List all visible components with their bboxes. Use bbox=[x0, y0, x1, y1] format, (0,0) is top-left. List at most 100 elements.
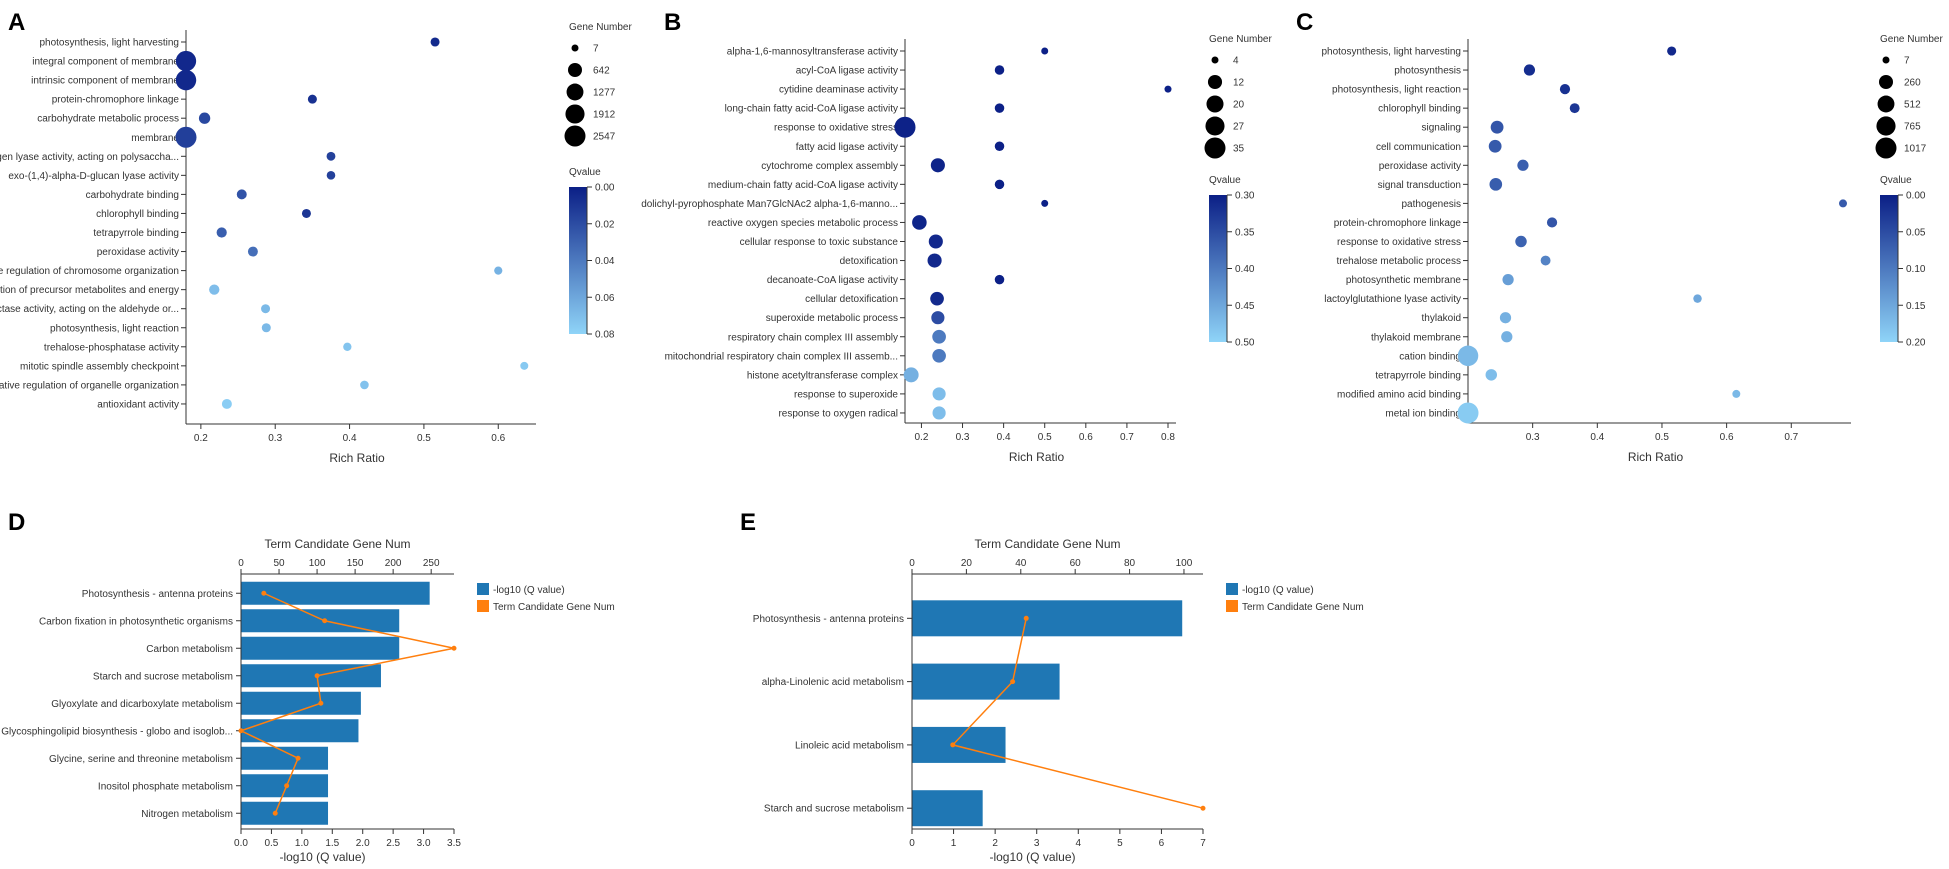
panel-a-color-tick-label: 0.08 bbox=[595, 330, 615, 341]
panel-b-x-title: Rich Ratio bbox=[1009, 450, 1065, 464]
panel-a-bubble bbox=[221, 398, 232, 409]
panel-d-bottom-tick-label: 0.0 bbox=[234, 838, 248, 849]
panel-b-label: B bbox=[664, 9, 681, 36]
panel-b-term-label: long-chain fatty acid-CoA ligase activit… bbox=[725, 104, 898, 115]
panel-d-gene-num-point bbox=[314, 673, 320, 679]
panel-d-bar bbox=[241, 581, 430, 605]
panel-d-bottom-tick-label: 3.0 bbox=[417, 838, 431, 849]
panel-a-bubble bbox=[326, 151, 336, 161]
panel-c-size-legend-label: 7 bbox=[1904, 56, 1910, 67]
panel-d-top-tick-label: 100 bbox=[309, 558, 326, 569]
panel-b-term-label: dolichyl-pyrophosphate Man7GlcNAc2 alpha… bbox=[641, 199, 898, 210]
panel-c-term-label: cell communication bbox=[1376, 142, 1461, 153]
panel-e-top-tick-label: 20 bbox=[961, 558, 973, 569]
panel-a-term-label: oxidoreductase activity, acting on the a… bbox=[0, 304, 179, 315]
panel-c-x-tick-label: 0.4 bbox=[1590, 432, 1604, 443]
panel-c-term-label: signaling bbox=[1422, 123, 1461, 134]
panel-d-gene-num-point bbox=[238, 728, 244, 734]
panel-b-x-tick-label: 0.2 bbox=[914, 432, 928, 443]
panel-d-gene-num-point bbox=[272, 810, 278, 816]
panel-c-size-legend-circle bbox=[1877, 95, 1895, 113]
panel-c-color-tick-label: 0.20 bbox=[1906, 338, 1926, 349]
panel-c-bubble bbox=[1501, 331, 1513, 343]
panel-c-term-label: thylakoid membrane bbox=[1371, 332, 1461, 343]
panel-a-bubble bbox=[520, 361, 529, 370]
panel-b-color-tick-label: 0.40 bbox=[1235, 264, 1255, 275]
panel-e-category-label: Photosynthesis - antenna proteins bbox=[753, 614, 904, 625]
panel-b-term-label: alpha-1,6-mannosyltransferase activity bbox=[727, 47, 898, 58]
panel-b: B 0.2 0.3 0.4 0.5 0.6 0.7 0.8 Rich Ratio alpha-1,… bbox=[641, 9, 1272, 464]
panel-d-bar bbox=[241, 636, 400, 660]
panel-c: C 0.3 0.4 0.5 0.6 0.7 Rich Ratio photosynthesis… bbox=[1296, 9, 1943, 464]
panel-e-category-label: Linoleic acid metabolism bbox=[795, 740, 904, 751]
panel-c-size-legend-circle bbox=[1875, 137, 1897, 159]
panel-a: A 0.2 0.3 0.4 0.5 0.6 Rich Ratio photosynthesis… bbox=[0, 9, 632, 465]
panel-e-bar bbox=[912, 600, 1183, 637]
panel-b-term-label: reactive oxygen species metabolic proces… bbox=[708, 218, 898, 229]
panel-b-x-tick-label: 0.3 bbox=[956, 432, 970, 443]
panel-a-term-label: antioxidant activity bbox=[97, 399, 179, 410]
panel-b-bubble bbox=[994, 179, 1005, 190]
panel-a-term-label: negative regulation of organelle organiz… bbox=[0, 380, 179, 391]
panel-a-x-tick-label: 0.5 bbox=[417, 433, 431, 444]
panel-c-x-tick-label: 0.3 bbox=[1526, 432, 1540, 443]
panel-b-term-label: medium-chain fatty acid-CoA ligase activ… bbox=[708, 180, 898, 191]
panel-a-bubble bbox=[247, 246, 258, 257]
panel-a-x-title: Rich Ratio bbox=[329, 451, 385, 465]
panel-c-term-label: photosynthesis bbox=[1394, 66, 1461, 77]
panel-a-bubble bbox=[261, 304, 271, 314]
panel-b-color-tick-label: 0.35 bbox=[1235, 227, 1255, 238]
panel-c-bubble bbox=[1839, 199, 1847, 208]
panel-b-bubble bbox=[928, 234, 943, 249]
panel-d-bottom-tick-label: 2.0 bbox=[356, 838, 370, 849]
panel-e-bottom-tick-label: 1 bbox=[951, 838, 957, 849]
panel-e-bar bbox=[912, 663, 1060, 700]
panel-b-size-legend-label: 27 bbox=[1233, 122, 1245, 133]
panel-e-top-tick-label: 60 bbox=[1070, 558, 1082, 569]
panel-c-term-label: metal ion binding bbox=[1385, 408, 1461, 419]
panel-e-bottom-tick-label: 0 bbox=[909, 838, 915, 849]
panel-c-size-legend-label: 260 bbox=[1904, 78, 1921, 89]
panel-b-color-tick-label: 0.50 bbox=[1235, 338, 1255, 349]
panel-e-top-title: Term Candidate Gene Num bbox=[974, 537, 1120, 551]
panel-a-bubble bbox=[360, 380, 369, 390]
panel-a-x-tick-label: 0.4 bbox=[343, 433, 357, 444]
panel-d-category-label: Glyoxylate and dicarboxylate metabolism bbox=[51, 699, 233, 710]
panel-d-bar bbox=[241, 801, 329, 825]
panel-b-bubble bbox=[930, 291, 944, 306]
panel-b-bubble bbox=[932, 406, 946, 420]
panel-c-color-bar bbox=[1880, 195, 1898, 342]
panel-a-term-label: negative regulation of chromosome organi… bbox=[0, 266, 179, 277]
panel-b-term-label: decanoate-CoA ligase activity bbox=[767, 275, 898, 286]
panel-c-bubble bbox=[1489, 178, 1503, 191]
panel-a-bubble bbox=[261, 323, 271, 333]
panel-a-color-tick-label: 0.00 bbox=[595, 183, 615, 194]
panel-a-bubble bbox=[307, 94, 317, 104]
panel-d-category-label: Glycosphingolipid biosynthesis - globo a… bbox=[1, 726, 233, 737]
panel-c-size-legend-circle bbox=[1882, 56, 1890, 64]
panel-b-term-label: response to superoxide bbox=[794, 389, 898, 400]
panel-c-size-legend-circle bbox=[1876, 116, 1896, 136]
panel-e-legend-label: -log10 (Q value) bbox=[1242, 585, 1314, 596]
panel-d-gene-num-point bbox=[451, 645, 457, 651]
panel-e-gene-num-point bbox=[1200, 805, 1206, 811]
panel-e-bottom-tick-label: 3 bbox=[1034, 838, 1040, 849]
panel-d-bottom-tick-label: 1.0 bbox=[295, 838, 309, 849]
panel-c-term-label: photosynthesis, light harvesting bbox=[1321, 47, 1461, 58]
panel-d-bar bbox=[241, 719, 359, 743]
panel-d-gene-num-point bbox=[261, 590, 267, 596]
panel-a-term-label: exo-(1,4)-alpha-D-glucan lyase activity bbox=[8, 171, 179, 182]
panel-d-legend-label: -log10 (Q value) bbox=[493, 585, 565, 596]
panel-c-bubble bbox=[1693, 294, 1702, 303]
panel-a-term-label: tetrapyrrole binding bbox=[93, 228, 179, 239]
panel-b-x-tick-label: 0.7 bbox=[1120, 432, 1134, 443]
panel-a-bubble bbox=[198, 112, 211, 124]
panel-a-size-legend-label: 2547 bbox=[593, 132, 616, 143]
panel-a-term-label: carbohydrate binding bbox=[86, 190, 179, 201]
panel-b-size-legend-label: 20 bbox=[1233, 100, 1245, 111]
panel-c-bubble bbox=[1540, 255, 1551, 266]
panel-b-size-legend-circle bbox=[1206, 95, 1224, 113]
panel-c-bubble bbox=[1515, 235, 1527, 248]
panel-a-label: A bbox=[8, 9, 25, 36]
